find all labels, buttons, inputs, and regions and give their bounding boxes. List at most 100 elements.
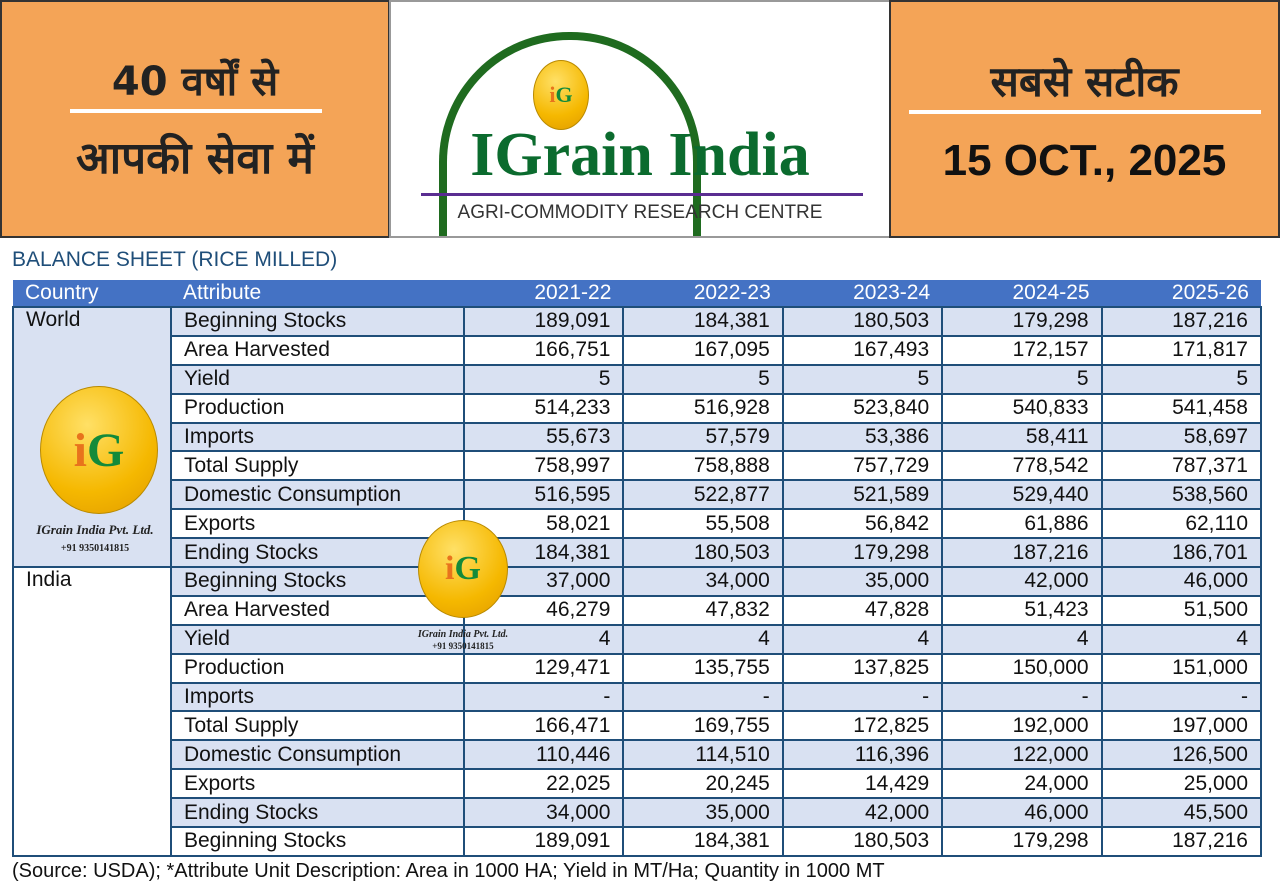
column-header: Attribute [171,280,464,307]
attribute-cell: Imports [170,681,465,713]
value-cell: 51,500 [1100,594,1263,626]
value-cell: 521,589 [781,479,944,511]
value-cell: 179,298 [941,306,1103,337]
value-cell: 20,245 [622,768,784,800]
table-row: World Beginning Stocks 189,091 184,381 180,5… [12,305,1263,569]
value-cell: 758,997 [462,450,625,482]
value-cell: 184,381 [622,306,784,337]
left-banner-line2: आपकी सेवा में [76,133,314,184]
column-header: Country [13,280,171,307]
attribute-cell: Domestic Consumption [170,739,465,771]
balance-sheet-table: Country Attribute 2021-22 2022-23 2023-24 202… [12,280,1263,857]
attribute-cell: Area Harvested [170,594,465,626]
value-cell: 5 [462,363,625,395]
value-cell: - [622,681,784,713]
value-cell: 540,833 [941,392,1103,424]
value-cell: 14,429 [781,768,944,800]
value-cell: 192,000 [941,710,1103,742]
value-cell: 46,000 [1100,566,1263,597]
value-cell: 180,503 [781,306,944,337]
company-phone: +91 9350141815 [432,641,494,651]
value-cell: 180,503 [622,537,784,569]
attribute-cell: Beginning Stocks [170,566,465,597]
value-cell: 169,755 [622,710,784,742]
table-row: Area Harvested 166,751 167,095 167,493 172,1… [13,334,1263,366]
value-cell: 135,755 [622,652,784,684]
value-cell: 126,500 [1100,739,1263,771]
value-cell: 186,701 [1100,537,1263,569]
value-cell: 179,298 [941,826,1103,857]
value-cell: 25,000 [1100,768,1263,800]
value-cell: 167,095 [622,334,784,366]
value-cell: 51,423 [941,594,1103,626]
value-cell: 53,386 [781,421,944,453]
page-title: BALANCE SHEET (RICE MILLED) [12,248,338,271]
value-cell: 4 [622,623,784,655]
attribute-cell: Exports [170,768,465,800]
column-header: 2025-26 [1101,280,1261,307]
value-cell: 516,595 [462,479,625,511]
value-cell: 514,233 [462,392,625,424]
value-cell: 187,216 [1100,826,1263,857]
value-cell: 55,508 [622,508,784,540]
value-cell: 35,000 [781,566,944,597]
value-cell: 122,000 [941,739,1103,771]
table-row: Beginning Stocks 189,091 184,381 180,503 179… [13,826,1263,857]
value-cell: 172,825 [781,710,944,742]
table-header-row: Country Attribute 2021-22 2022-23 2023-24 202… [13,280,1261,307]
country-cell: India [12,566,172,857]
table-row: Area Harvested 46,279 47,832 47,828 51,423 51… [13,594,1263,626]
value-cell: 47,832 [622,594,784,626]
value-cell: 58,411 [941,421,1103,453]
divider [421,193,863,196]
company-name: IGrain India Pvt. Ltd. [36,522,154,537]
value-cell: 62,110 [1100,508,1263,540]
value-cell: 137,825 [781,652,944,684]
arc-decoration [439,32,701,236]
value-cell: 42,000 [781,797,944,829]
brand-name: IGrain India [470,121,810,189]
value-cell: 757,729 [781,450,944,482]
value-cell: 5 [941,363,1103,395]
attribute-cell: Imports [170,421,465,453]
attribute-cell: Ending Stocks [170,797,465,829]
value-cell: 42,000 [941,566,1103,597]
value-cell: 5 [622,363,784,395]
attribute-cell: Beginning Stocks [170,306,465,337]
table-row: Imports - - - - - [13,681,1263,713]
value-cell: 187,216 [1100,306,1263,337]
value-cell: 5 [1100,363,1263,395]
value-cell: 167,493 [781,334,944,366]
brand-tagline: AGRI-COMMODITY RESEARCH CENTRE [457,202,823,223]
table-row: India Beginning Stocks 37,000 34,000 35,000 4… [12,566,1263,857]
value-cell: 116,396 [781,739,944,771]
attribute-cell: Yield [170,363,465,395]
table-row: Total Supply 758,997 758,888 757,729 778,542… [13,450,1263,482]
value-cell: 184,381 [622,826,784,857]
table-row: Imports 55,673 57,579 53,386 58,411 58,697 [13,421,1263,453]
company-name: IGrain India Pvt. Ltd. [417,629,509,640]
table-row: Production 129,471 135,755 137,825 150,000 15… [13,652,1263,684]
table-row: Total Supply 166,471 169,755 172,825 192,000… [13,710,1263,742]
value-cell: - [941,681,1103,713]
value-cell: 541,458 [1100,392,1263,424]
value-cell: 529,440 [941,479,1103,511]
table-row: Exports 22,025 20,245 14,429 24,000 25,000 [13,768,1263,800]
table-row: Ending Stocks 184,381 180,503 179,298 187,21… [13,537,1263,569]
value-cell: 46,000 [941,797,1103,829]
table-row: Production 514,233 516,928 523,840 540,833 54… [13,392,1263,424]
value-cell: 24,000 [941,768,1103,800]
value-cell: 172,157 [941,334,1103,366]
attribute-cell: Ending Stocks [170,537,465,569]
attribute-cell: Production [170,392,465,424]
column-header: 2024-25 [942,280,1102,307]
attribute-cell: Exports [170,508,465,540]
value-cell: 34,000 [462,797,625,829]
value-cell: - [1100,681,1263,713]
right-banner: सबसे सटीक 15 OCT., 2025 [889,0,1280,238]
value-cell: 4 [462,623,625,655]
value-cell: 110,446 [462,739,625,771]
